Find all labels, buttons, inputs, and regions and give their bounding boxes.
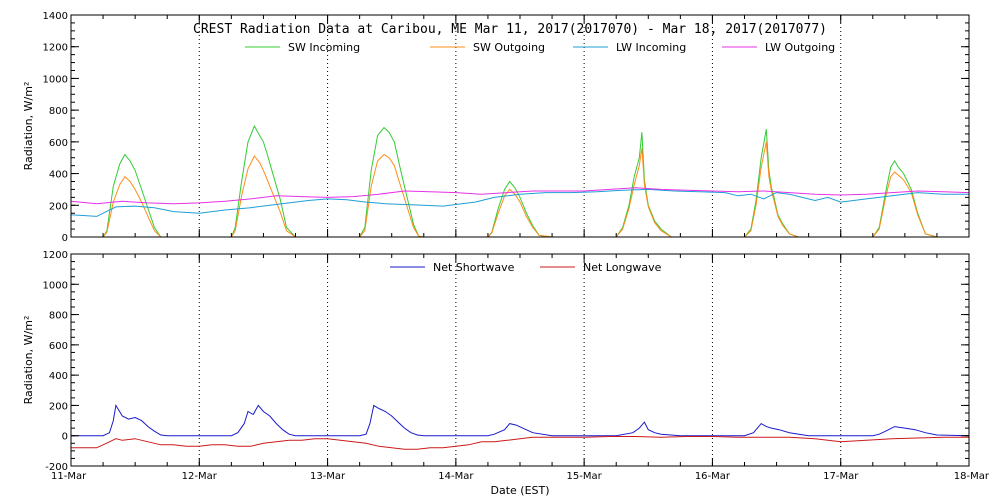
x-tick-label: 16-Mar — [695, 471, 731, 482]
series-line-net-shortwave — [71, 403, 970, 437]
chart-title: CREST Radiation Data at Caribou, ME Mar … — [193, 22, 827, 37]
y-tick-label: 600 — [49, 341, 68, 352]
legend-label: LW Outgoing — [765, 41, 835, 54]
chart-panel-2: -200 0 200 400 600 800 1000 1200 Radiation, W/m²… — [22, 250, 990, 497]
series-line-sw-incoming — [71, 124, 969, 238]
x-tick-label: 13-Mar — [310, 471, 346, 482]
plot-frame — [70, 253, 970, 467]
y-axis-title: Radiation, W/m² — [22, 316, 35, 405]
y-tick-label: 1200 — [43, 43, 68, 54]
y-axis-title: Radiation, W/m² — [22, 82, 35, 171]
x-tick-label: 18-Mar — [954, 471, 990, 482]
series-line-sw-outgoing — [71, 141, 969, 238]
x-tick-label: 15-Mar — [567, 471, 603, 482]
y-tick-label: 200 — [49, 401, 68, 412]
series-line-lw-outgoing — [70, 187, 970, 205]
legend-label: SW Outgoing — [473, 41, 545, 54]
series-line-net-longwave — [71, 436, 969, 450]
y-tick-label: 400 — [49, 371, 68, 382]
x-tick-label: 11-Mar — [51, 471, 87, 482]
chart-panel-1: 0 200 400 600 800 1000 1200 1400 Radiation, W/m²… — [22, 11, 970, 244]
x-tick-label: 12-Mar — [182, 471, 218, 482]
x-tick-label: 14-Mar — [438, 471, 474, 482]
y-tick-label: 800 — [49, 311, 68, 322]
y-tick-label: 1000 — [43, 280, 68, 291]
y-tick-label: 0 — [62, 233, 68, 244]
y-tick-label: -200 — [45, 462, 68, 473]
legend-label: Net Longwave — [583, 261, 662, 274]
series-line-lw-incoming — [70, 188, 969, 217]
legend-label: SW Incoming — [288, 41, 360, 54]
legend-label: Net Shortwave — [433, 261, 515, 274]
y-tick-label: 600 — [49, 138, 68, 149]
y-tick-label: 1200 — [43, 250, 68, 261]
y-tick-label: 200 — [49, 201, 68, 212]
y-tick-label: 400 — [49, 170, 68, 181]
y-tick-label: 800 — [49, 106, 68, 117]
y-tick-label: 1400 — [43, 11, 68, 22]
legend-label: LW Incoming — [616, 41, 686, 54]
y-tick-label: 0 — [62, 432, 68, 443]
y-tick-label: 1000 — [43, 74, 68, 85]
x-tick-label: 17-Mar — [823, 471, 859, 482]
x-axis-title: Date (EST) — [490, 484, 549, 497]
